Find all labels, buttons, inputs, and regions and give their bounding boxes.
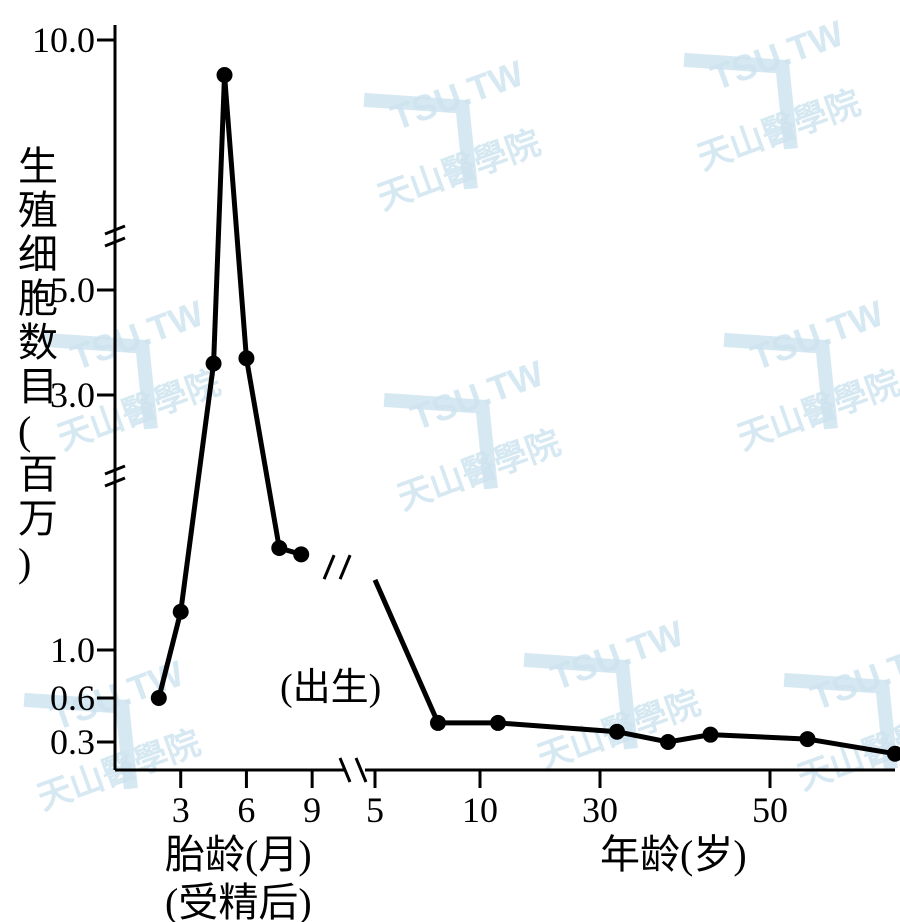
y-axis-title-char: )	[18, 540, 31, 585]
y-tick-label: 10.0	[32, 20, 95, 60]
x-axis-left-title-2: (受精后)	[165, 880, 312, 922]
x-right-tick-label: 30	[582, 790, 618, 830]
x-right-tick-label: 10	[462, 790, 498, 830]
data-point	[609, 724, 625, 740]
watermark: TSU.TW天山醫學院	[705, 286, 900, 460]
watermark-en: TSU.TW	[545, 612, 689, 698]
watermark-en: TSU.TW	[705, 12, 849, 98]
y-axis-title-char: 数	[18, 320, 58, 365]
watermark-en: TSU.TW	[745, 292, 889, 378]
y-axis-title-char: 百	[18, 452, 58, 497]
series-break	[324, 555, 350, 579]
x-left-tick-label: 9	[303, 790, 321, 830]
y-axis-title-char: 目	[18, 364, 58, 409]
watermark-layer: TSU.TW天山醫學院TSU.TW天山醫學院TSU.TW天山醫學院TSU.TW天…	[5, 6, 900, 820]
data-point	[206, 356, 222, 372]
watermark-en: TSU.TW	[385, 52, 529, 138]
germ-cell-count-chart: TSU.TW天山醫學院TSU.TW天山醫學院TSU.TW天山醫學院TSU.TW天…	[0, 0, 900, 922]
watermark-cn: 天山醫學院	[732, 363, 900, 458]
data-point	[238, 350, 254, 366]
watermark: TSU.TW天山醫學院	[665, 6, 873, 180]
y-tick-label: 0.6	[50, 678, 95, 718]
watermark: TSU.TW天山醫學院	[345, 46, 553, 220]
x-axis-break	[340, 758, 366, 782]
data-point	[660, 734, 676, 750]
y-tick-label: 1.0	[50, 630, 95, 670]
x-axis-ticks: 3 6 9 5 10 30 50	[172, 770, 788, 830]
data-point	[430, 715, 446, 731]
data-point	[173, 604, 189, 620]
watermark-en: TSU.TW	[405, 352, 549, 438]
x-left-tick-label: 3	[172, 790, 190, 830]
y-axis-title-char: 万	[18, 496, 58, 541]
x-axis-right-title: 年龄(岁)	[600, 832, 747, 877]
watermark: TSU.TW天山醫學院	[765, 626, 900, 800]
y-axis-title-char: 生	[18, 144, 58, 189]
watermark: TSU.TW天山醫學院	[365, 346, 573, 520]
y-axis-title-char: 殖	[18, 188, 58, 233]
y-tick-label: 0.3	[50, 722, 95, 762]
data-point	[151, 690, 167, 706]
x-right-tick-label: 5	[366, 790, 384, 830]
y-axis-title: 生殖细胞数目(百万)	[18, 144, 58, 585]
y-axis-title-char: 胞	[18, 276, 58, 321]
birth-annotation: (出生)	[280, 667, 381, 709]
data-point	[703, 727, 719, 743]
data-point	[293, 546, 309, 562]
y-axis-title-char: 细	[18, 232, 58, 277]
y-axis-title-char: (	[18, 408, 31, 453]
x-left-tick-label: 6	[237, 790, 255, 830]
data-point	[490, 715, 506, 731]
data-point	[271, 540, 287, 556]
data-point	[800, 731, 816, 747]
x-right-tick-label: 50	[752, 790, 788, 830]
data-point	[217, 67, 233, 83]
x-axis-left-title-1: 胎龄(月)	[165, 832, 312, 877]
watermark: TSU.TW天山醫學院	[505, 606, 713, 780]
